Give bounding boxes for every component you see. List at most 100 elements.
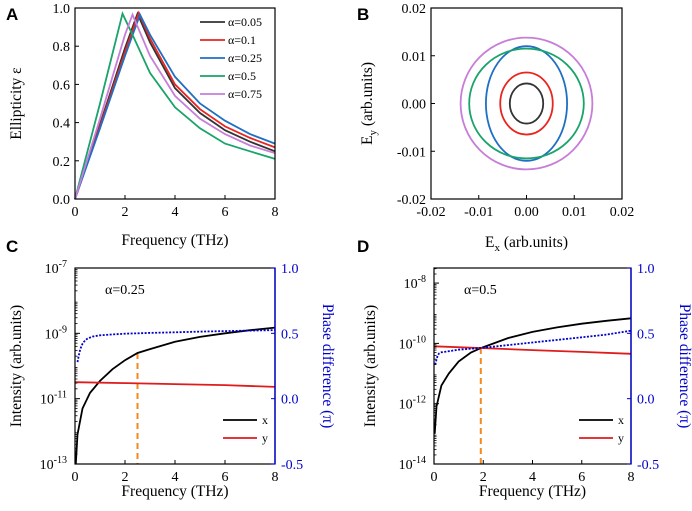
x-axis-title: Frequency (THz)	[121, 483, 228, 500]
y-left-tick-exp: -13	[54, 455, 67, 466]
legend: α=0.05 α=0.1 α=0.25 α=0.5 α=0.75	[200, 15, 262, 101]
series-x-line	[74, 326, 276, 465]
ellipse-3	[485, 45, 568, 162]
x-tick-label: 4	[172, 470, 179, 485]
x-tick-label: 4	[172, 205, 179, 220]
x-tick-label: 6	[222, 205, 229, 220]
series-line-3	[74, 12, 276, 200]
x-tick-label: 0	[72, 205, 79, 220]
y-left-tick-exp: -11	[54, 390, 67, 401]
x-axis-title: Ex (arb.units)	[485, 234, 568, 254]
legend-label: α=0.05	[228, 15, 262, 29]
series-line-1	[74, 11, 276, 200]
y-left-tick-label: 10-8	[404, 274, 426, 292]
y-left-tick-label: 10-7	[45, 259, 67, 277]
x-tick-label: 6	[222, 470, 229, 485]
y-right-tick-label: 1.0	[281, 262, 299, 277]
legend-label: y	[618, 431, 624, 445]
y-left-axis-title: Intensity (arb.units)	[8, 305, 25, 427]
legend-label: x	[618, 413, 624, 427]
y-left-tick-base: 10	[399, 337, 413, 352]
y-left-tick-label: 10-10	[399, 334, 426, 352]
y-left-tick-exp: -10	[413, 334, 426, 345]
x-axis-title-sub: x	[494, 242, 500, 254]
x-axis-title-rest: (arb.units)	[500, 234, 568, 251]
ellipse-4	[468, 47, 585, 160]
panel-label-d: D	[357, 237, 369, 256]
x-tick-label: 0	[72, 470, 79, 485]
y-left-tick-base: 10	[40, 393, 54, 408]
y-left-tick-label: 10-14	[399, 455, 426, 473]
series-phase-line	[434, 329, 632, 365]
x-tick-label: 0	[431, 470, 438, 485]
alpha-annotation: α=0.5	[464, 283, 497, 298]
x-tick-label: 4	[529, 470, 536, 485]
series-line-5	[74, 12, 276, 200]
x-tick-label: 2	[122, 470, 129, 485]
ellipse-5	[459, 36, 594, 171]
legend: xy	[579, 413, 624, 445]
y-tick-label: 0.8	[53, 40, 71, 55]
y-left-tick-base: 10	[404, 277, 418, 292]
y-right-tick-label: 0.0	[637, 393, 655, 408]
x-tick-label: 8	[628, 470, 635, 485]
y-right-tick-label: 0.5	[281, 327, 299, 342]
y-tick-label: 0.4	[53, 117, 71, 132]
y-left-tick-exp: -8	[418, 274, 426, 285]
legend-label: α=0.5	[228, 69, 256, 83]
x-tick-label: 8	[272, 470, 279, 485]
x-axis-title: Frequency (THz)	[479, 483, 586, 500]
x-tick-label: 0.00	[514, 205, 539, 220]
panel-label-a: A	[6, 5, 18, 24]
series-line-4	[74, 11, 276, 200]
x-tick-label: 6	[578, 470, 585, 485]
x-tick-label: 0.01	[562, 205, 587, 220]
x-axis-title-main: E	[485, 234, 494, 251]
x-tick-label: -0.01	[464, 205, 493, 220]
y-left-tick-exp: -9	[59, 324, 67, 335]
y-axis-title-main: E	[359, 136, 376, 145]
y-left-tick-label: 10-12	[399, 395, 426, 413]
panel-d: 0 2 4 6 810-1410-1210-1010-8-0.50.00.51.0Fre…	[362, 262, 692, 500]
panel-b: -0.02 -0.01 0.00 0.01 0.02 -0.02 -0.01 0.00 0.01…	[359, 2, 634, 254]
y-left-tick-label: 10-13	[40, 455, 67, 473]
legend: xy	[223, 413, 268, 445]
x-tick-label: 2	[480, 470, 487, 485]
y-left-tick-exp: -12	[413, 395, 426, 406]
series-phase-line	[76, 329, 276, 363]
ellipse-2	[499, 71, 554, 136]
series-y-line	[74, 381, 276, 388]
y-axis-title-rest: (arb.units)	[359, 62, 376, 130]
legend-label: y	[262, 431, 268, 445]
legend-label: α=0.75	[228, 87, 262, 101]
panel-c: 0 2 4 6 810-1310-1110-910-7-0.50.00.51.0Freq…	[8, 259, 336, 500]
y-axis-title-sub: y	[367, 130, 379, 136]
legend-label: α=0.25	[228, 51, 262, 65]
y-left-tick-base: 10	[40, 458, 54, 473]
y-tick-label: 0.01	[402, 50, 427, 65]
y-right-tick-label: -0.5	[637, 458, 659, 473]
y-axis-title: Ellipticity ε	[8, 67, 25, 140]
y-left-tick-label: 10-11	[40, 390, 67, 408]
panel-label-b: B	[357, 5, 369, 24]
y-axis-title: Ey (arb.units)	[359, 62, 379, 145]
y-tick-label: 0.00	[402, 98, 427, 113]
x-tick-label: 8	[272, 205, 279, 220]
y-right-axis-title: Phase difference (π)	[676, 304, 692, 429]
y-right-axis-title: Phase difference (π)	[319, 304, 336, 429]
x-tick-label: -0.02	[416, 205, 445, 220]
y-right-tick-label: -0.5	[281, 458, 303, 473]
y-left-tick-base: 10	[45, 327, 59, 342]
y-right-tick-label: 1.0	[637, 262, 655, 277]
y-tick-label: 1.0	[53, 2, 71, 17]
y-tick-label: 0.0	[53, 193, 71, 208]
y-tick-label: 0.02	[402, 2, 427, 17]
y-left-tick-base: 10	[399, 458, 413, 473]
y-left-axis-title: Intensity (arb.units)	[362, 305, 379, 427]
y-tick-label: -0.01	[397, 145, 426, 160]
legend-label: x	[262, 413, 268, 427]
legend-label: α=0.1	[228, 33, 256, 47]
y-tick-label: -0.02	[397, 193, 426, 208]
series-y-line	[433, 345, 632, 355]
